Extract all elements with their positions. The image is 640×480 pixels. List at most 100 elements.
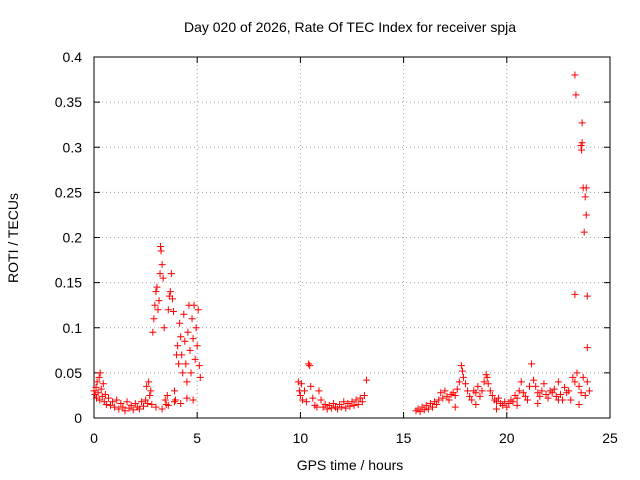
data-point: [352, 396, 360, 404]
data-point: [572, 91, 580, 99]
data-point: [104, 394, 112, 402]
data-point: [346, 402, 354, 410]
data-point: [172, 396, 180, 404]
data-point: [509, 398, 517, 406]
data-point: [505, 400, 513, 408]
data-point: [113, 396, 121, 404]
y-tick-label: 0.4: [63, 49, 83, 65]
data-points: [90, 71, 593, 416]
data-point: [439, 394, 447, 402]
data-point: [441, 387, 449, 395]
data-point: [457, 362, 465, 370]
data-point: [166, 288, 174, 296]
data-point: [140, 402, 148, 410]
data-point: [530, 376, 538, 384]
data-point: [362, 376, 370, 384]
data-point: [443, 392, 451, 400]
y-tick-label: 0.35: [55, 94, 82, 110]
data-point: [146, 391, 154, 399]
data-point: [187, 369, 195, 377]
data-point: [478, 387, 486, 395]
data-point: [157, 247, 165, 255]
data-point: [550, 385, 558, 393]
chart-title: Day 020 of 2026, Rate Of TEC Index for r…: [184, 19, 516, 35]
data-point: [327, 404, 335, 412]
data-point: [433, 400, 441, 408]
y-tick-label: 0.2: [63, 230, 83, 246]
data-point: [428, 403, 436, 411]
data-point: [420, 406, 428, 414]
y-axis-label: ROTI / TECUs: [5, 193, 21, 283]
data-point: [119, 403, 127, 411]
data-point: [109, 398, 117, 406]
data-point: [540, 380, 548, 388]
y-tick-label: 0.1: [63, 320, 83, 336]
data-point: [315, 387, 323, 395]
data-point: [544, 394, 552, 402]
data-point: [167, 270, 175, 278]
data-point: [528, 360, 536, 368]
data-point: [96, 369, 104, 377]
data-point: [129, 406, 137, 414]
data-point: [143, 382, 151, 390]
data-point: [462, 380, 470, 388]
data-point: [192, 324, 200, 332]
data-point: [180, 310, 188, 318]
data-point: [567, 396, 575, 404]
data-point: [565, 387, 573, 395]
data-point: [517, 378, 525, 386]
data-point: [534, 389, 542, 397]
data-point: [580, 228, 588, 236]
data-point: [164, 306, 172, 314]
x-tick-label: 5: [193, 430, 201, 446]
data-point: [578, 119, 586, 127]
data-point: [354, 400, 362, 408]
data-point: [152, 403, 160, 411]
data-point: [152, 288, 160, 296]
x-tick-label: 15: [396, 430, 412, 446]
data-point: [492, 398, 500, 406]
data-point: [159, 274, 167, 282]
data-point: [578, 146, 586, 154]
data-point: [102, 400, 110, 408]
data-point: [153, 283, 161, 291]
data-point: [437, 389, 445, 397]
data-point: [156, 243, 164, 251]
data-point: [142, 396, 150, 404]
data-point: [486, 387, 494, 395]
data-point: [416, 408, 424, 416]
data-point: [536, 392, 544, 400]
data-point: [150, 315, 158, 323]
data-point: [317, 396, 325, 404]
data-point: [554, 396, 562, 404]
data-point: [573, 369, 581, 377]
data-point: [464, 387, 472, 395]
data-point: [294, 378, 302, 386]
data-point: [160, 324, 168, 332]
data-point: [111, 403, 119, 411]
data-point: [435, 396, 443, 404]
y-tick-label: 0.25: [55, 184, 82, 200]
data-point: [188, 315, 196, 323]
data-point: [542, 391, 550, 399]
data-point: [123, 398, 131, 406]
data-point: [484, 380, 492, 388]
data-point: [90, 387, 98, 395]
x-tick-label: 10: [293, 430, 309, 446]
grid: [94, 57, 610, 418]
data-point: [583, 378, 591, 386]
data-point: [92, 394, 100, 402]
data-point: [556, 391, 564, 399]
data-point: [513, 394, 521, 402]
data-point: [582, 184, 590, 192]
data-point: [305, 360, 313, 368]
data-point: [182, 360, 190, 368]
data-point: [466, 392, 474, 400]
data-point: [582, 211, 590, 219]
data-point: [445, 396, 453, 404]
data-point: [451, 391, 459, 399]
data-point: [348, 398, 356, 406]
data-point: [93, 378, 101, 386]
data-point: [538, 387, 546, 395]
data-point: [195, 362, 203, 370]
